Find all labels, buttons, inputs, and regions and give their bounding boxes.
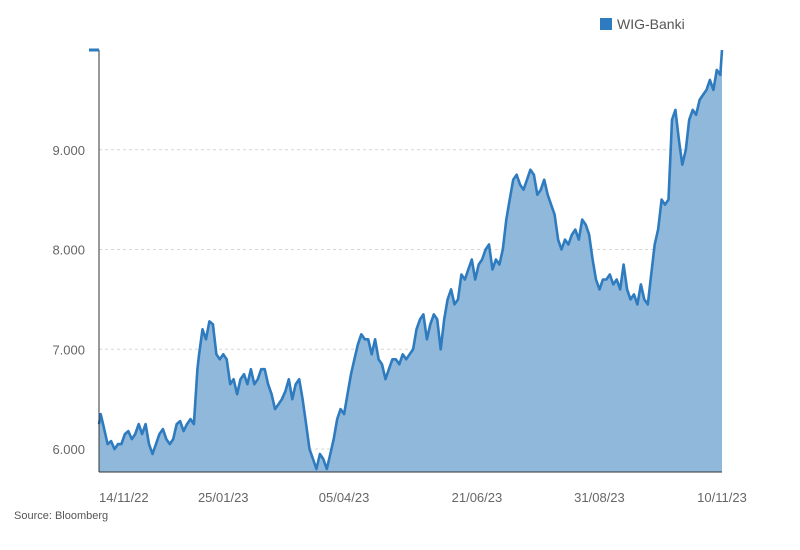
y-axis-labels: 6.000 7.000 8.000 9.000	[52, 143, 85, 457]
x-tick-label: 10/11/23	[697, 490, 747, 505]
x-axis-labels: 14/11/22 25/01/23 05/04/23 21/06/23 31/08/23…	[99, 490, 747, 505]
x-tick-label: 21/06/23	[452, 490, 503, 505]
y-tick-label: 6.000	[52, 442, 85, 457]
legend-swatch	[600, 18, 612, 30]
x-tick-label: 14/11/22	[99, 490, 149, 505]
x-tick-label: 25/01/23	[198, 490, 249, 505]
x-tick-label: 31/08/23	[574, 490, 625, 505]
series-area-fill	[99, 50, 722, 472]
legend: WIG-Banki	[600, 16, 685, 32]
y-tick-label: 7.000	[52, 342, 85, 357]
y-tick-label: 9.000	[52, 143, 85, 158]
legend-label-wig-banki: WIG-Banki	[617, 16, 685, 32]
y-tick-label: 8.000	[52, 243, 85, 258]
x-tick-label: 05/04/23	[319, 490, 370, 505]
source-note: Source: Bloomberg	[14, 510, 109, 522]
series-line	[97, 49, 724, 471]
